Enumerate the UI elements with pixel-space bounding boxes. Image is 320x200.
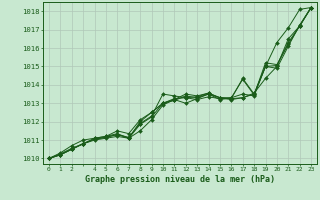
X-axis label: Graphe pression niveau de la mer (hPa): Graphe pression niveau de la mer (hPa)	[85, 175, 275, 184]
